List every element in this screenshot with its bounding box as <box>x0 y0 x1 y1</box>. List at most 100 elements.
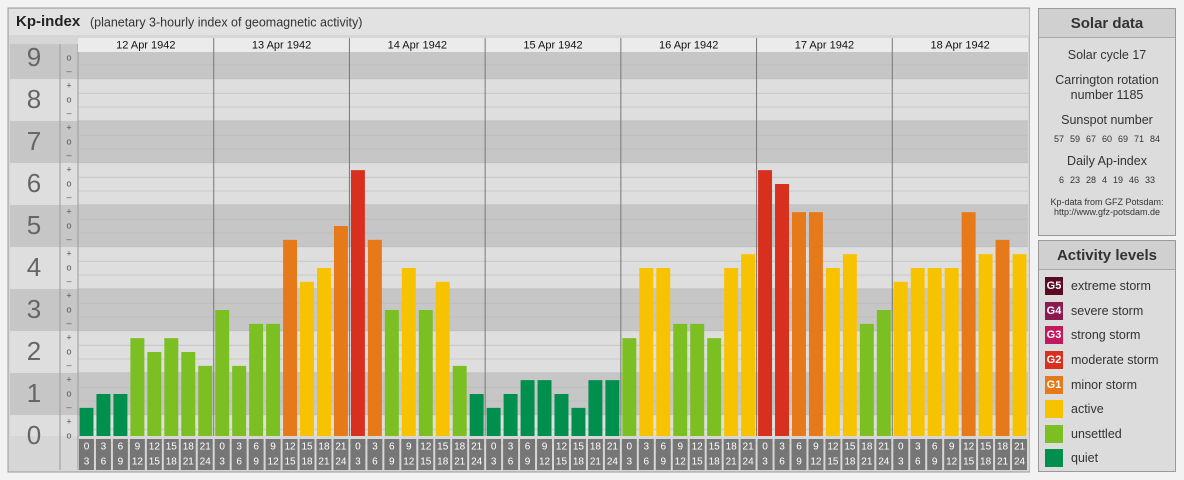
hour-label: 15 <box>827 457 839 468</box>
bar <box>842 254 857 436</box>
hour-box <box>1012 439 1027 470</box>
bar <box>707 338 722 436</box>
bar <box>758 170 773 436</box>
hour-label: 12 <box>556 442 568 453</box>
y-tick-label: 2 <box>27 336 41 366</box>
band <box>10 289 1028 331</box>
hour-label: 9 <box>932 457 938 468</box>
minor-tick-label: – <box>66 318 71 328</box>
hour-label: 12 <box>539 457 551 468</box>
legend-label: moderate storm <box>1071 353 1159 368</box>
hour-box <box>604 439 620 470</box>
number: 23 <box>1069 175 1080 185</box>
hour-label: 15 <box>301 442 313 453</box>
hour-box <box>333 439 349 470</box>
minor-tick-label: – <box>66 402 71 412</box>
bar <box>452 365 467 436</box>
hour-label: 6 <box>236 457 242 468</box>
hour-box <box>961 439 977 470</box>
title-bar <box>9 9 1029 35</box>
hour-label: 9 <box>525 457 531 468</box>
hour-label: 0 <box>355 442 361 453</box>
band <box>10 163 1028 205</box>
hour-label: 15 <box>284 457 296 468</box>
hour-label: 15 <box>437 442 449 453</box>
bar <box>775 184 789 436</box>
legend-swatch: G5 <box>1045 277 1063 296</box>
hour-label: 9 <box>118 457 124 468</box>
hour-box <box>282 439 298 470</box>
hour-label: 3 <box>644 442 650 453</box>
panel-title: Solar data <box>1039 9 1175 38</box>
minor-tick-label: o <box>66 346 71 356</box>
hour-box <box>112 439 128 470</box>
hour-box <box>384 439 400 470</box>
hour-label: 21 <box>183 457 195 468</box>
hour-box <box>197 439 213 470</box>
hour-label: 6 <box>101 457 107 468</box>
hour-label: 0 <box>627 442 633 453</box>
hour-label: 18 <box>980 457 992 468</box>
kp-chart: Kp-index (planetary 3-hourly index of ge… <box>7 7 1030 473</box>
hour-label: 6 <box>660 442 666 453</box>
hour-label: 18 <box>166 457 178 468</box>
hour-label: 3 <box>372 442 378 453</box>
minor-tick-label: o <box>66 304 71 314</box>
hour-box <box>689 439 705 470</box>
hour-box <box>520 439 536 470</box>
hour-label: 21 <box>878 442 890 453</box>
bar <box>317 268 331 436</box>
y-tick-label: 0 <box>27 420 41 450</box>
legend-item: G1 minor storm <box>1045 372 1175 397</box>
band <box>10 247 1028 289</box>
hour-label: 18 <box>997 442 1009 453</box>
hour-label: 18 <box>844 457 856 468</box>
hour-box <box>859 439 875 470</box>
hour-label: 3 <box>491 457 497 468</box>
bar <box>367 239 382 436</box>
hour-box <box>842 439 858 470</box>
bar <box>808 212 823 436</box>
minor-tick-label: o <box>66 388 71 398</box>
minor-tick-label: o <box>66 430 71 440</box>
hour-label: 6 <box>932 442 938 453</box>
hour-box <box>995 439 1011 470</box>
hour-box <box>452 439 468 470</box>
bar <box>232 365 247 436</box>
minor-tick-label: o <box>66 220 71 230</box>
number: 67 <box>1085 134 1096 144</box>
hour-label: 21 <box>743 442 755 453</box>
minor-tick-label: o <box>66 52 71 62</box>
band <box>10 121 1028 163</box>
number: 28 <box>1085 175 1096 185</box>
hour-label: 6 <box>508 457 514 468</box>
bar <box>656 268 671 436</box>
date-label: 12 Apr 1942 <box>116 39 175 51</box>
panel-title: Activity levels <box>1039 241 1175 270</box>
band <box>10 373 1028 415</box>
date-header <box>349 38 486 52</box>
bar <box>283 239 298 436</box>
hour-label: 3 <box>627 457 633 468</box>
number: 60 <box>1101 134 1112 144</box>
hour-label: 3 <box>101 442 107 453</box>
bar <box>401 268 416 436</box>
hour-label: 3 <box>355 457 361 468</box>
bar <box>435 281 450 436</box>
hour-box <box>265 439 281 470</box>
hour-box <box>808 439 824 470</box>
bar <box>927 268 942 436</box>
hour-label: 18 <box>183 442 195 453</box>
bar <box>944 268 959 436</box>
legend-label: minor storm <box>1071 377 1137 392</box>
hour-label: 6 <box>253 442 259 453</box>
hour-label: 9 <box>406 442 412 453</box>
minor-tick-label: – <box>66 192 71 202</box>
hour-label: 21 <box>335 442 347 453</box>
legend-swatch: G2 <box>1045 351 1063 370</box>
bar <box>130 338 145 436</box>
hour-label: 15 <box>692 457 704 468</box>
hour-box <box>163 439 179 470</box>
bar <box>605 380 620 436</box>
